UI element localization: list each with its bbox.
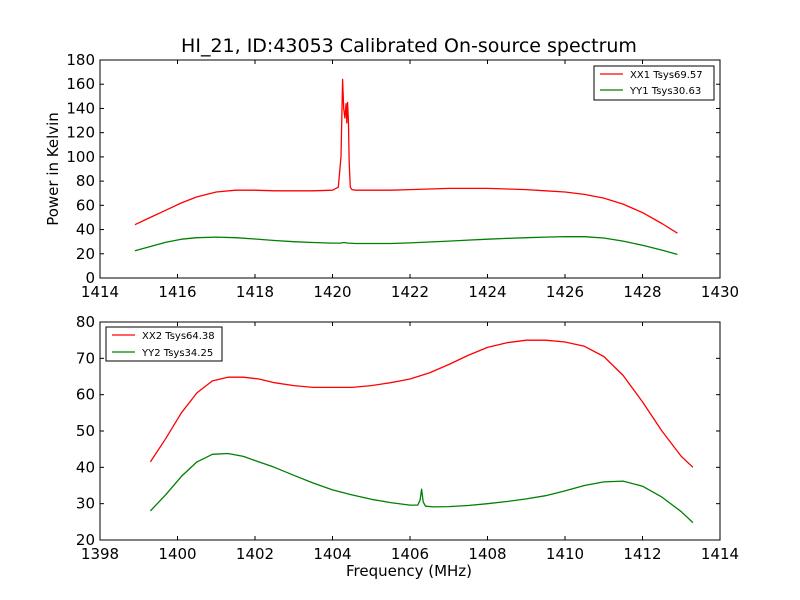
x-tick-label: 1414 <box>701 545 739 563</box>
series-line-xx2 <box>149 339 694 468</box>
x-tick-label: 1424 <box>468 283 506 301</box>
y-tick-label: 100 <box>66 148 95 166</box>
y-tick-label: 50 <box>76 422 95 440</box>
x-tick-label: 1426 <box>546 283 584 301</box>
top-series <box>134 78 678 256</box>
bottom-axes-frame <box>99 321 721 541</box>
bottom-legend: XX2 Tsys64.38 YY2 Tsys34.25 <box>105 326 223 362</box>
legend-label-yy1: YY1 Tsys30.63 <box>629 86 701 97</box>
x-tick-label: 1418 <box>236 283 274 301</box>
top-y-axis-label: Power in Kelvin <box>44 112 62 226</box>
series-line-yy2 <box>149 452 694 524</box>
bottom-legend-box <box>105 326 223 362</box>
y-tick-label: 80 <box>76 172 95 190</box>
y-tick-label: 40 <box>76 221 95 239</box>
bottom-panel: 1398 1400 1402 1404 1406 1408 1410 1412 1414 20 30… <box>76 313 739 580</box>
x-tick-label: 1404 <box>313 545 351 563</box>
y-tick-label: 60 <box>76 386 95 404</box>
y-tick-label: 180 <box>66 51 95 69</box>
legend-label-xx2: XX2 Tsys64.38 <box>142 331 215 342</box>
x-tick-label: 1408 <box>468 545 506 563</box>
y-tick-label: 0 <box>85 269 95 287</box>
y-tick-label: 70 <box>76 349 95 367</box>
x-tick-label: 1400 <box>158 545 196 563</box>
x-tick-label: 1410 <box>546 545 584 563</box>
top-legend: XX1 Tsys69.57 YY1 Tsys30.63 <box>593 65 715 101</box>
y-tick-label: 20 <box>76 245 95 263</box>
x-tick-label: 1420 <box>313 283 351 301</box>
series-line-yy1 <box>134 235 678 256</box>
top-panel: 1414 1416 1418 1420 1422 1424 1426 1428 1430 0 20 4… <box>44 51 739 301</box>
legend-label-xx1: XX1 Tsys69.57 <box>630 70 703 81</box>
y-tick-label: 30 <box>76 495 95 513</box>
x-tick-label: 1416 <box>158 283 196 301</box>
top-legend-box <box>593 65 715 101</box>
top-axes-frame <box>99 59 721 279</box>
x-tick-label: 1422 <box>391 283 429 301</box>
x-tick-label: 1412 <box>623 545 661 563</box>
x-tick-label: 1406 <box>391 545 429 563</box>
y-tick-label: 160 <box>66 75 95 93</box>
bottom-series <box>149 339 694 524</box>
y-tick-label: 140 <box>66 99 95 117</box>
legend-label-yy2: YY2 Tsys34.25 <box>141 348 213 359</box>
y-tick-label: 60 <box>76 196 95 214</box>
series-line-xx1 <box>134 78 678 234</box>
y-tick-label: 120 <box>66 124 95 142</box>
bottom-ticks: 1398 1400 1402 1404 1406 1408 1410 1412 1414 20 30… <box>76 313 739 563</box>
top-ticks: 1414 1416 1418 1420 1422 1424 1426 1428 1430 0 20 4… <box>66 51 739 301</box>
bottom-x-axis-label: Frequency (MHz) <box>346 562 472 580</box>
x-tick-label: 1402 <box>236 545 274 563</box>
x-tick-label: 1414 <box>81 283 119 301</box>
y-tick-label: 80 <box>76 313 95 331</box>
x-tick-label: 1428 <box>623 283 661 301</box>
x-tick-label: 1430 <box>701 283 739 301</box>
y-tick-label: 40 <box>76 458 95 476</box>
y-tick-label: 20 <box>76 531 95 549</box>
chart-title: HI_21, ID:43053 Calibrated On-source spe… <box>181 35 637 57</box>
x-tick-label: 1398 <box>81 545 119 563</box>
